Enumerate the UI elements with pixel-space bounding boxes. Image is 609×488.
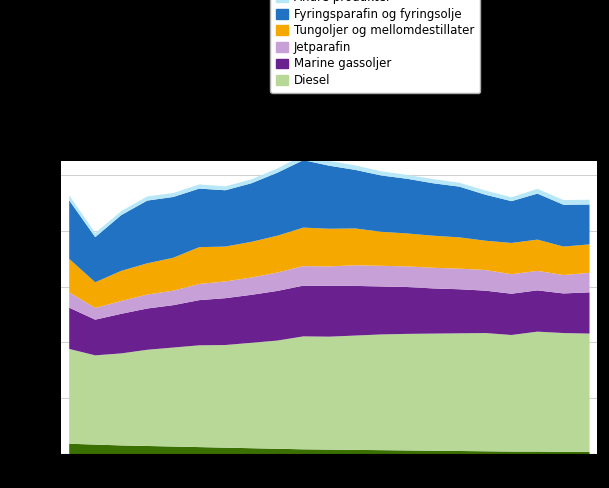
Legend: Andre produkter¹, Fyringsparafin og fyringsolje, Tungoljer og mellomdestillater,: Andre produkter¹, Fyringsparafin og fyri… [270,0,481,93]
